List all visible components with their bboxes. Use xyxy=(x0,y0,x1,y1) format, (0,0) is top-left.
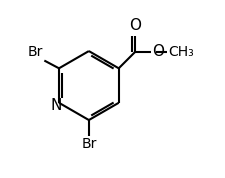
Text: Br: Br xyxy=(27,45,43,59)
Text: CH₃: CH₃ xyxy=(168,45,193,59)
Text: O: O xyxy=(128,19,140,33)
Text: Br: Br xyxy=(81,137,96,151)
Text: N: N xyxy=(50,98,61,113)
Text: O: O xyxy=(152,44,164,59)
